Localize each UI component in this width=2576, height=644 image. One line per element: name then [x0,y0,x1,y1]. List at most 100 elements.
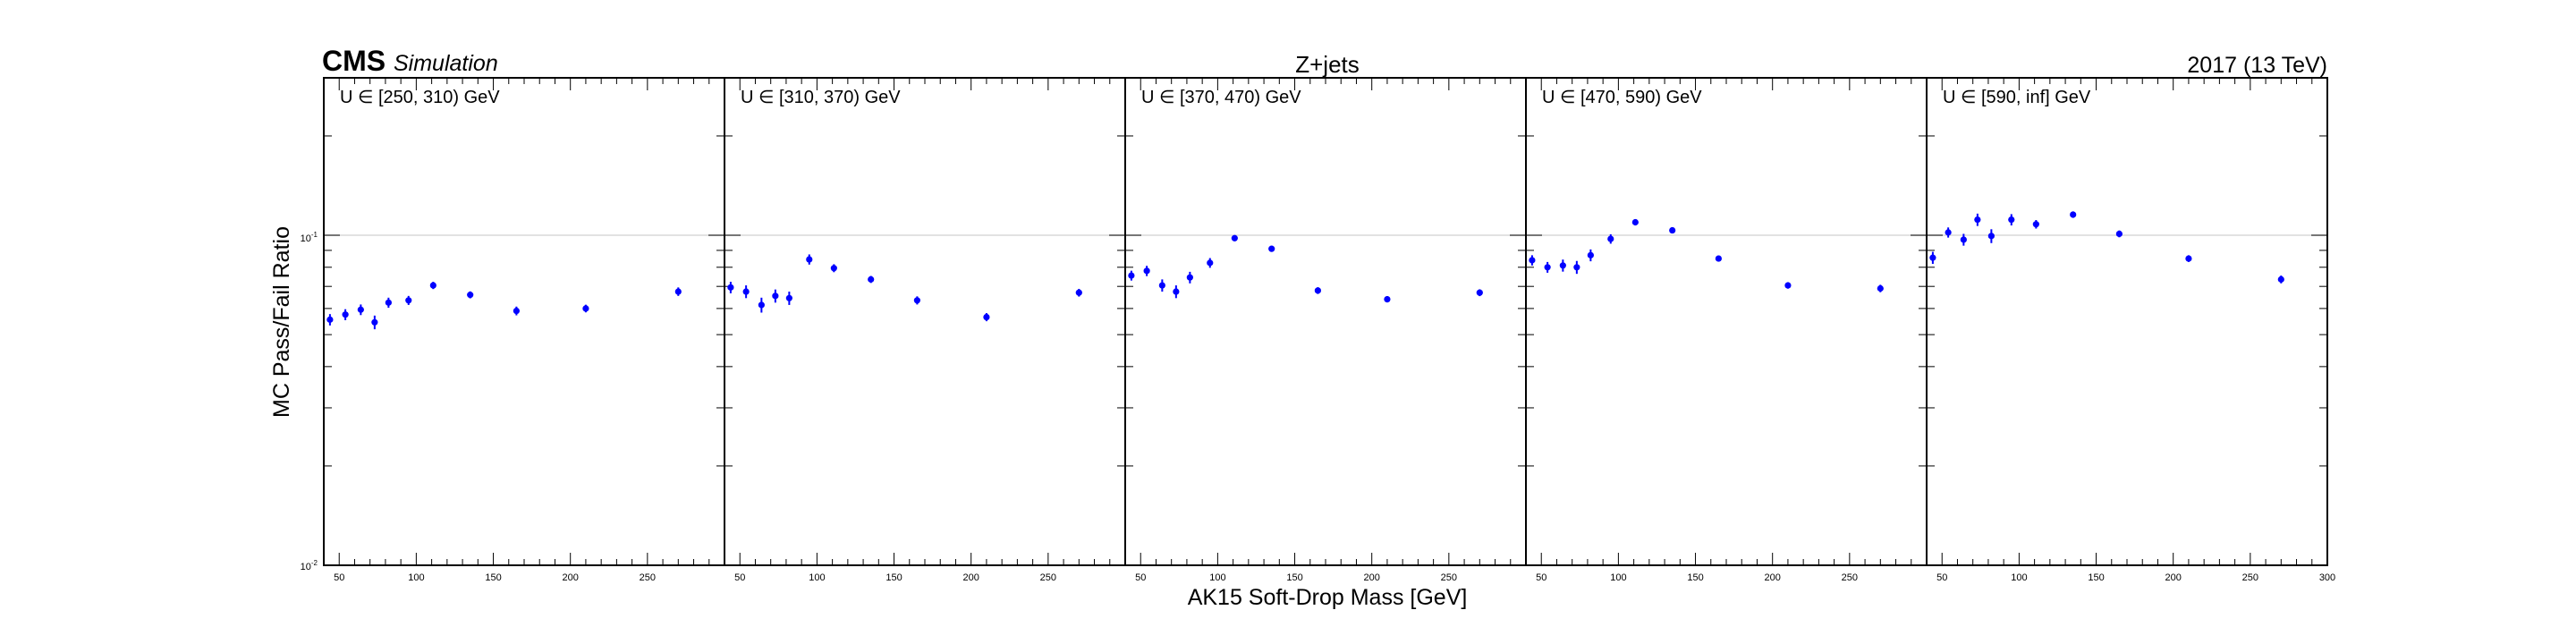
panel-3: 50 100 150 200 250 U ∈ [370, 470) GeV [1124,77,1527,583]
x-axis-label: AK15 Soft-Drop Mass [GeV] [1188,585,1468,610]
data-point [2032,221,2039,228]
data-point [1945,229,1952,236]
panel-frame [1124,77,1527,566]
data-point [1559,262,1566,269]
data-point [758,301,765,309]
x-tick-label: 50 [734,572,745,583]
panel-frame [1926,77,2328,566]
data-point [1631,218,1639,226]
data-point [1929,254,1936,261]
data-point [1784,282,1792,289]
data-point [983,313,990,321]
panel-label: U ∈ [310, 370) GeV [741,88,901,107]
data-point [772,292,779,300]
y-axis-label: MC Pass/Fail Ratio [269,226,294,418]
panel-frame [1525,77,1928,566]
data-point [385,299,392,306]
x-tick-label: 150 [1687,572,1703,583]
data-point [1607,235,1614,242]
x-tick-label: 250 [1441,572,1457,583]
data-point [513,307,520,315]
x-tick-label: 50 [1135,572,1146,583]
panel-5: 50 100 150 200 250 300 U ∈ [590, inf] GeV [1926,77,2335,583]
data-point [467,292,474,299]
data-point [326,316,334,323]
data-point [371,318,378,326]
data-point [674,288,682,295]
data-point [1075,289,1082,296]
panel-2: 50 100 150 200 250 U ∈ [310, 370) GeV [724,77,1126,583]
panel-label: U ∈ [470, 590) GeV [1542,88,1702,107]
data-point [582,305,589,312]
data-point [1128,272,1135,279]
data-point [1231,234,1238,242]
x-tick-label: 200 [1364,572,1380,583]
data-point [405,297,412,304]
x-tick-label: 200 [563,572,579,583]
data-point [806,256,813,263]
data-point [1529,257,1536,264]
panel-label: U ∈ [250, 310) GeV [340,88,500,107]
data-point [1476,289,1483,296]
panel-label: U ∈ [590, inf] GeV [1943,88,2091,107]
panel-1: 50 100 150 200 250 U ∈ [250, 310) GeV [323,77,725,583]
x-tick-label: 50 [334,572,344,583]
data-point [2115,230,2123,238]
data-point [1173,288,1180,295]
data-point [2277,275,2284,283]
data-point [1207,259,1214,267]
x-tick-label: 50 [1536,572,1546,583]
panel-label: U ∈ [370, 470) GeV [1141,88,1301,107]
x-tick-label: 250 [2242,572,2258,583]
data-point [2008,216,2015,224]
data-point [1384,295,1391,303]
x-tick-label: 250 [1040,572,1056,583]
data-point [357,306,364,313]
data-point [1573,264,1580,271]
x-tick-label: 100 [809,572,825,583]
x-tick-label: 100 [1610,572,1626,583]
x-tick-label: 50 [1936,572,1947,583]
x-tick-label: 200 [1765,572,1781,583]
chart-title: Z+jets [1295,51,1360,78]
data-point [1715,255,1722,262]
data-point [429,282,436,289]
panel-frame [323,77,725,566]
x-tick-label: 250 [640,572,656,583]
data-point [1669,226,1676,234]
x-tick-label: 100 [1209,572,1225,583]
x-tick-label: 200 [963,572,979,583]
data-point [1587,251,1594,258]
data-point [2185,255,2192,262]
data-point [785,294,792,301]
panels-group: 50 100 150 200 250 U ∈ [250, 310) GeV 50 100 150… [323,77,2335,583]
data-point [342,311,349,318]
data-point [913,297,920,304]
lumi-label: 2017 (13 TeV) [2187,53,2327,78]
data-point [868,275,875,283]
data-point [1974,216,1981,224]
panel-4: 50 100 150 200 250 U ∈ [470, 590) GeV [1525,77,1928,583]
x-tick-label: 300 [2319,572,2335,583]
data-point [1158,282,1165,289]
x-tick-label: 200 [2165,572,2182,583]
simulation-label: Simulation [394,51,498,76]
data-point [830,265,837,272]
data-point [742,288,750,295]
x-tick-label: 100 [2011,572,2027,583]
x-tick-label: 150 [485,572,501,583]
y-tick-label-top: 10-1 [301,231,318,244]
x-tick-label: 150 [1286,572,1302,583]
data-point [1960,236,1967,243]
data-point [1268,245,1275,252]
y-tick-label-bottom: 10-2 [301,559,318,572]
data-point [1186,274,1193,281]
data-point [1314,287,1321,294]
panel-frame [724,77,1126,566]
experiment-label: CMS [322,45,386,77]
data-point [727,284,734,291]
data-point [1544,264,1551,271]
data-point [2070,211,2077,218]
x-tick-label: 250 [1842,572,1858,583]
